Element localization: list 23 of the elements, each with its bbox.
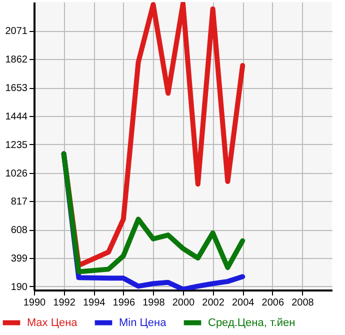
x-tick-label: 2004 [232, 298, 255, 308]
legend-label: Сред.Цена, т.йен [208, 316, 296, 329]
x-tick-label: 1996 [112, 298, 136, 308]
x-tick-label: 1992 [53, 298, 76, 308]
y-tick-label: 1235 [5, 140, 28, 151]
y-tick-label: 399 [10, 254, 28, 265]
x-tick-label: 1990 [23, 298, 46, 308]
y-tick-label: 1444 [5, 111, 28, 122]
x-tick-label: 2000 [172, 298, 196, 308]
y-tick-label: 1026 [5, 168, 28, 180]
y-tick-label: 817 [10, 196, 28, 208]
x-tick-label: 1994 [82, 298, 106, 308]
y-tick-label: 608 [10, 225, 28, 236]
y-tick-label: 190 [10, 282, 28, 293]
y-tick-label: 1653 [5, 83, 28, 94]
x-tick-label: 2006 [262, 298, 284, 308]
x-tick-label: 2002 [202, 298, 225, 308]
y-tick-label: 1862 [5, 54, 28, 66]
legend-label: Max Цена [27, 316, 78, 329]
x-tick-label: 1998 [142, 298, 166, 308]
legend-label: Min Цена [119, 316, 168, 329]
x-tick-label: 2008 [292, 298, 314, 308]
y-tick-label: 2071 [5, 26, 28, 38]
